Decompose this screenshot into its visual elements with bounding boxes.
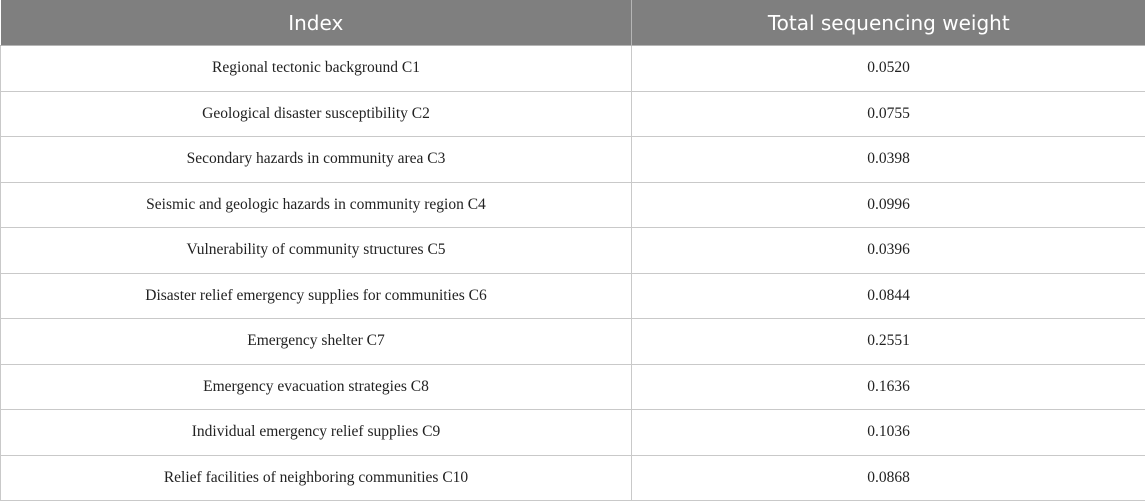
table-row: Seismic and geologic hazards in communit… bbox=[0, 181, 1145, 228]
index-cell: Relief facilities of neighboring communi… bbox=[0, 454, 632, 501]
index-cell: Regional tectonic background C1 bbox=[0, 45, 632, 92]
table-row: Individual emergency relief supplies C9 … bbox=[0, 409, 1145, 456]
table-row: Regional tectonic background C1 0.0520 bbox=[0, 45, 1145, 92]
weight-cell: 0.0520 bbox=[631, 45, 1145, 92]
weight-cell: 0.0755 bbox=[631, 90, 1145, 137]
index-cell: Individual emergency relief supplies C9 bbox=[0, 409, 632, 456]
table-row: Geological disaster susceptibility C2 0.… bbox=[0, 90, 1145, 137]
weight-cell: 0.0398 bbox=[631, 136, 1145, 183]
header-row: Index Total sequencing weight bbox=[0, 0, 1145, 46]
table-row: Emergency shelter C7 0.2551 bbox=[0, 318, 1145, 365]
table-row: Secondary hazards in community area C3 0… bbox=[0, 136, 1145, 183]
table-header: Index Total sequencing weight bbox=[0, 0, 1145, 46]
column-header-weight: Total sequencing weight bbox=[631, 0, 1145, 46]
index-cell: Seismic and geologic hazards in communit… bbox=[0, 181, 632, 228]
index-cell: Emergency shelter C7 bbox=[0, 318, 632, 365]
weight-cell: 0.0868 bbox=[631, 454, 1145, 501]
index-cell: Secondary hazards in community area C3 bbox=[0, 136, 632, 183]
table-row: Relief facilities of neighboring communi… bbox=[0, 454, 1145, 501]
table-body: Regional tectonic background C1 0.0520 G… bbox=[0, 45, 1145, 501]
index-cell: Disaster relief emergency supplies for c… bbox=[0, 272, 632, 319]
weight-cell: 0.0996 bbox=[631, 181, 1145, 228]
index-cell: Geological disaster susceptibility C2 bbox=[0, 90, 632, 137]
weight-cell: 0.1636 bbox=[631, 363, 1145, 410]
column-header-index: Index bbox=[0, 0, 632, 46]
table-row: Emergency evacuation strategies C8 0.163… bbox=[0, 363, 1145, 410]
table-row: Vulnerability of community structures C5… bbox=[0, 227, 1145, 274]
table-row: Disaster relief emergency supplies for c… bbox=[0, 272, 1145, 319]
weight-cell: 0.2551 bbox=[631, 318, 1145, 365]
weight-cell: 0.0844 bbox=[631, 272, 1145, 319]
weight-cell: 0.1036 bbox=[631, 409, 1145, 456]
weight-cell: 0.0396 bbox=[631, 227, 1145, 274]
index-cell: Vulnerability of community structures C5 bbox=[0, 227, 632, 274]
index-cell: Emergency evacuation strategies C8 bbox=[0, 363, 632, 410]
